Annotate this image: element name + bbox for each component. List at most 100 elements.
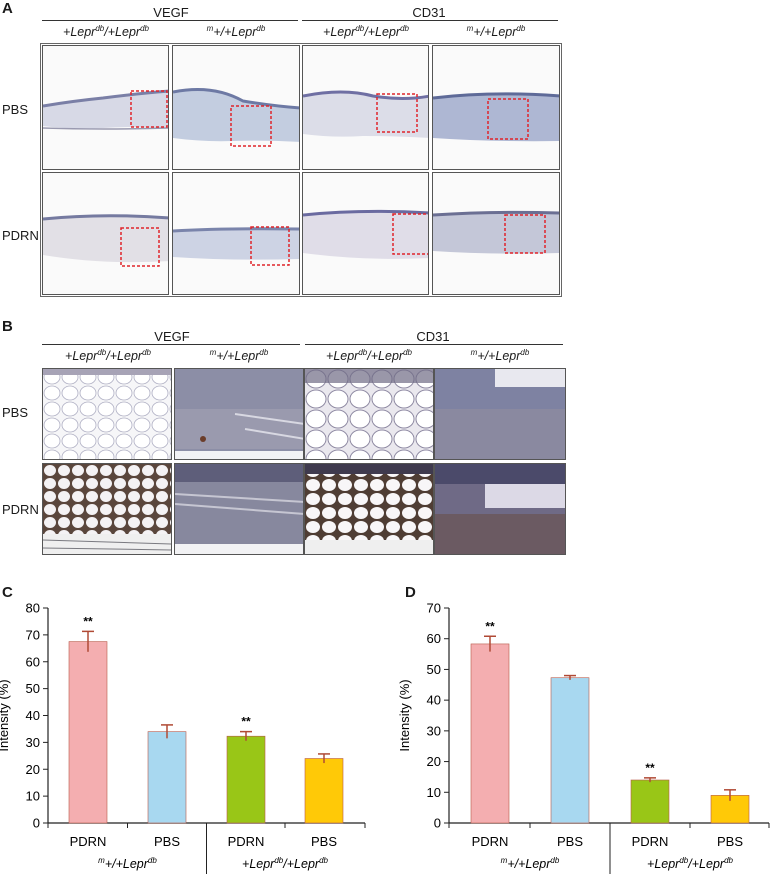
genotype-superscript: db — [516, 24, 526, 33]
y-tick-label: 60 — [26, 654, 40, 669]
genotype-base: +Lepr — [323, 25, 356, 40]
category-label: PBS — [557, 834, 583, 849]
group-rule-vegf-a — [42, 20, 298, 21]
micrograph-b-vegf-db-pdrn — [42, 463, 172, 555]
micrograph-b-cd31-m-pbs — [434, 368, 566, 460]
panel-label-d: D — [405, 584, 416, 601]
micrograph-a-cd31-db-pbs — [302, 45, 429, 170]
genotype-superscript: db — [142, 348, 151, 357]
genotype-prefix: m — [209, 348, 217, 357]
category-label: PDRN — [70, 834, 107, 849]
genotype-superscript: db — [355, 24, 365, 33]
panel-label-b: B — [2, 318, 13, 335]
row-label-pbs-a: PBS — [2, 102, 29, 117]
group-rule-cd31-a — [302, 20, 558, 21]
micrograph-b-vegf-db-pbs — [42, 368, 172, 460]
genotype-superscript: db — [520, 348, 530, 357]
bar — [470, 643, 510, 824]
panel-label-c: C — [2, 584, 13, 601]
group-label: m+/+Leprdb — [98, 856, 157, 871]
significance-marker: ** — [241, 715, 251, 729]
bar — [304, 758, 344, 824]
y-tick-label: 30 — [26, 735, 40, 750]
y-tick-label: 40 — [26, 708, 40, 723]
bar-chart-d: 0 10 20 30 40 50 60 70 Intensity (%) ** PDRN PBS ** P… — [397, 601, 770, 874]
y-tick-label: 80 — [26, 601, 40, 616]
y-tick-label: 20 — [26, 762, 40, 777]
y-tick-label: 0 — [434, 816, 441, 831]
genotype-header: m+/+Leprdb — [172, 24, 300, 39]
category-label: PDRN — [632, 834, 669, 849]
genotype-mid: /+Lepr — [106, 349, 143, 364]
bar-chart-c: 0 10 20 30 40 50 60 70 80 Intensity (%) ** PDRN PBS *… — [0, 601, 366, 874]
category-label: PDRN — [472, 834, 509, 849]
y-tick-label: 10 — [427, 785, 441, 800]
genotype-superscript: db — [358, 348, 368, 357]
y-tick-label: 50 — [427, 662, 441, 677]
bar — [550, 677, 590, 824]
y-tick-label: 70 — [26, 627, 40, 642]
y-tick-label: 60 — [427, 631, 441, 646]
micrograph-a-cd31-db-pdrn — [302, 172, 429, 295]
significance-marker: ** — [83, 614, 93, 628]
micrograph-b-vegf-m-pbs — [174, 368, 304, 460]
micrograph-b-cd31-db-pdrn — [304, 463, 434, 555]
bar — [68, 641, 108, 824]
panel-a-frame — [40, 43, 562, 297]
y-axis-label: Intensity (%) — [397, 679, 412, 751]
genotype-prefix: m — [206, 24, 214, 33]
group-label: +Leprdb/+Leprdb — [242, 856, 328, 871]
micrograph-a-vegf-db-pbs — [42, 45, 169, 170]
bar — [630, 779, 670, 824]
panel-label-a: A — [2, 0, 13, 17]
genotype-header: +Leprdb/+Leprdb — [304, 348, 434, 363]
y-tick-label: 40 — [427, 693, 441, 708]
genotype-base: +/+Lepr — [213, 25, 257, 40]
micrograph-b-cd31-m-pdrn — [434, 463, 566, 555]
group-header-cd31-a: CD31 — [412, 5, 446, 20]
genotype-superscript: db — [403, 348, 412, 357]
category-label: PDRN — [228, 834, 265, 849]
group-label: m+/+Leprdb — [501, 856, 560, 871]
genotype-superscript: db — [259, 348, 269, 357]
genotype-base: +/+Lepr — [473, 25, 517, 40]
micrograph-a-vegf-m-pdrn — [172, 172, 300, 295]
genotype-header: +Leprdb/+Leprdb — [42, 24, 170, 39]
y-tick-label: 0 — [33, 816, 40, 831]
genotype-prefix: m — [466, 24, 474, 33]
row-label-pdrn-b: PDRN — [2, 502, 39, 517]
genotype-superscript: db — [140, 24, 149, 33]
micrograph-a-vegf-m-pbs — [172, 45, 300, 170]
row-label-pdrn-a: PDRN — [2, 228, 39, 243]
micrograph-a-cd31-m-pdrn — [432, 172, 560, 295]
category-label: PBS — [717, 834, 743, 849]
group-header-cd31-b: CD31 — [416, 329, 450, 344]
genotype-prefix: m — [470, 348, 478, 357]
micrograph-b-cd31-db-pbs — [304, 368, 434, 460]
group-rule-vegf-b — [42, 344, 300, 345]
category-label: PBS — [154, 834, 180, 849]
y-tick-label: 50 — [26, 681, 40, 696]
genotype-header: m+/+Leprdb — [434, 348, 566, 363]
bar — [226, 735, 266, 824]
genotype-mid: /+Lepr — [104, 25, 141, 40]
micrograph-b-vegf-m-pdrn — [174, 463, 304, 555]
genotype-base: +Lepr — [65, 349, 98, 364]
y-tick-label: 70 — [427, 601, 441, 616]
genotype-superscript: db — [256, 24, 266, 33]
group-header-vegf-a: VEGF — [153, 5, 189, 20]
row-label-pbs-b: PBS — [2, 405, 29, 420]
genotype-header: +Leprdb/+Leprdb — [42, 348, 174, 363]
genotype-header: m+/+Leprdb — [174, 348, 304, 363]
genotype-superscript: db — [95, 24, 105, 33]
genotype-base: +/+Lepr — [477, 349, 521, 364]
significance-marker: ** — [645, 761, 655, 775]
genotype-mid: /+Lepr — [364, 25, 401, 40]
y-tick-label: 20 — [427, 754, 441, 769]
genotype-base: +Lepr — [63, 25, 96, 40]
y-tick-label: 30 — [427, 723, 441, 738]
category-label: PBS — [311, 834, 337, 849]
genotype-base: +/+Lepr — [216, 349, 260, 364]
group-label: +Leprdb/+Leprdb — [647, 856, 733, 871]
group-rule-cd31-b — [305, 344, 563, 345]
